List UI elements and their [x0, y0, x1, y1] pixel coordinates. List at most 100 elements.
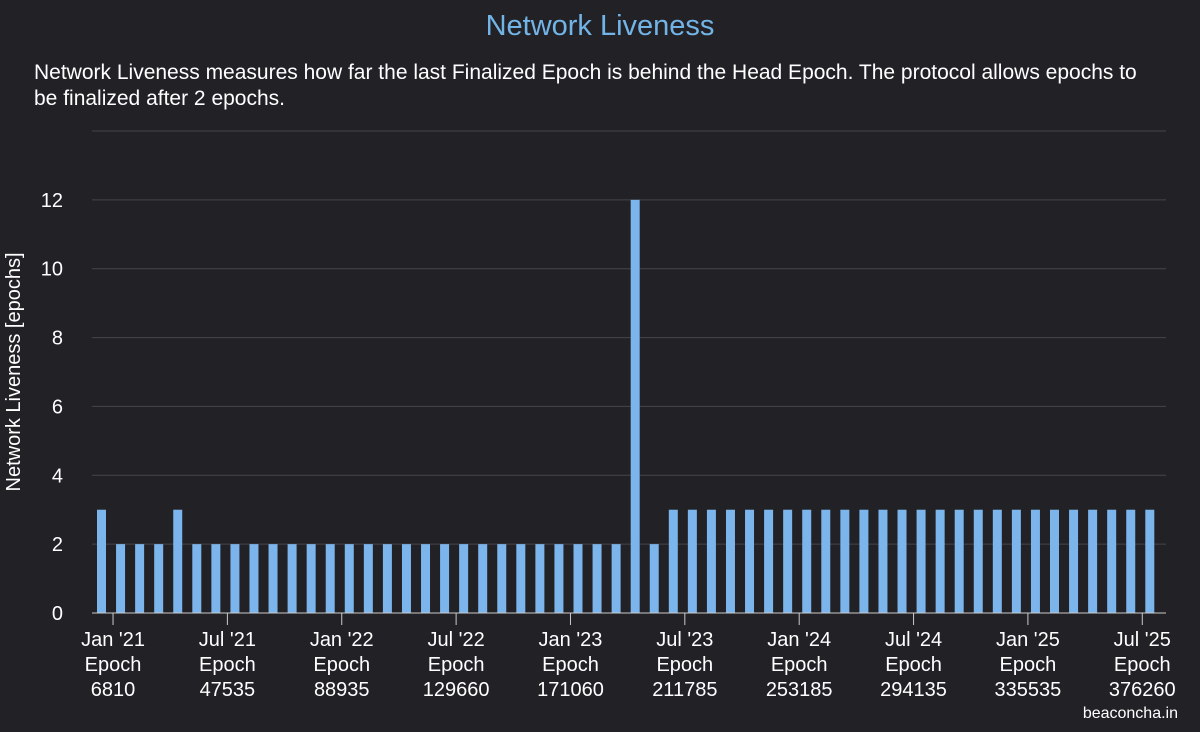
- bar: [401, 544, 411, 613]
- bar: [230, 544, 240, 613]
- bar: [1011, 509, 1021, 613]
- chart-title: Network Liveness: [485, 10, 715, 42]
- bar: [630, 199, 640, 613]
- bar: [135, 544, 145, 613]
- bar: [1030, 509, 1040, 613]
- bar: [344, 544, 354, 613]
- x-tick-label: Jan '25 Epoch 335535: [995, 629, 1062, 701]
- bar: [1145, 509, 1155, 613]
- bar: [154, 544, 164, 613]
- bar: [459, 544, 469, 613]
- x-tick-label-line: 129660: [423, 679, 490, 701]
- bar: [611, 544, 621, 613]
- x-tick-label-line: Jul '24: [885, 629, 942, 651]
- bar: [192, 544, 202, 613]
- bar: [764, 509, 774, 613]
- x-tick-label-line: Epoch: [428, 654, 485, 676]
- bar: [1088, 509, 1098, 613]
- x-tick-label-line: 335535: [995, 679, 1062, 701]
- bar: [954, 509, 964, 613]
- x-tick-label-line: 171060: [537, 679, 604, 701]
- bar: [421, 544, 431, 613]
- bar: [573, 544, 583, 613]
- x-tick-label: Jul '24 Epoch 294135: [880, 629, 947, 701]
- bar: [973, 509, 983, 613]
- grid-lines: [92, 130, 1166, 545]
- y-axis-ticks: 0 2 4 6 8 10 12: [41, 190, 63, 625]
- bar: [173, 509, 183, 613]
- x-tick-label-line: Epoch: [771, 654, 828, 676]
- bar: [97, 509, 106, 613]
- bar: [935, 509, 945, 613]
- bar: [516, 544, 526, 613]
- x-tick-label-line: Jan '24: [767, 629, 831, 651]
- bar-series: [97, 199, 1155, 613]
- y-tick-label: 12: [41, 190, 63, 212]
- x-tick-label-line: Epoch: [885, 654, 942, 676]
- bar: [497, 544, 507, 613]
- bar: [287, 544, 297, 613]
- x-tick-label: Jan '21 Epoch 6810: [81, 629, 145, 701]
- bar: [325, 544, 335, 613]
- x-tick-label-line: Epoch: [1000, 654, 1057, 676]
- bar: [745, 509, 755, 613]
- bar: [249, 544, 259, 613]
- bar: [649, 544, 659, 613]
- x-tick-label-line: Epoch: [542, 654, 599, 676]
- bar: [268, 544, 278, 613]
- bar: [440, 544, 450, 613]
- x-tick-label: Jan '22 Epoch 88935: [310, 629, 374, 701]
- y-tick-label: 8: [52, 328, 63, 350]
- bar: [554, 544, 564, 613]
- bar: [116, 544, 126, 613]
- y-tick-label: 10: [41, 259, 63, 281]
- bar: [992, 509, 1002, 613]
- x-tick-label-line: Jul '22: [428, 629, 485, 651]
- x-axis-ticks: Jan '21 Epoch 6810 Jul '21 Epoch 47535 Jan '22…: [81, 613, 1176, 701]
- x-tick-label: Jul '22 Epoch 129660: [423, 629, 490, 701]
- credit-link[interactable]: beaconcha.in: [1082, 705, 1178, 722]
- bar: [897, 509, 907, 613]
- x-tick-label-line: 6810: [91, 679, 136, 701]
- x-tick-label: Jul '21 Epoch 47535: [199, 629, 256, 701]
- x-tick-label-line: 47535: [200, 679, 256, 701]
- x-tick-label-line: Epoch: [313, 654, 370, 676]
- x-tick-label-line: Jan '21: [81, 629, 145, 651]
- x-tick-label-line: 88935: [314, 679, 370, 701]
- bar: [706, 509, 716, 613]
- bar: [1050, 509, 1059, 613]
- bar: [363, 544, 373, 613]
- x-tick-label-line: Jan '23: [539, 629, 603, 651]
- bar: [802, 509, 812, 613]
- x-tick-label-line: Jul '21: [199, 629, 256, 651]
- x-tick-label-line: Jul '25: [1114, 629, 1171, 651]
- x-tick-label: Jan '23 Epoch 171060: [537, 629, 604, 701]
- bar: [916, 509, 926, 613]
- bar: [306, 544, 316, 613]
- x-tick-label-line: Epoch: [1114, 654, 1171, 676]
- bar: [478, 544, 488, 613]
- bar: [1069, 509, 1079, 613]
- x-tick-label-line: 253185: [766, 679, 833, 701]
- bar: [725, 509, 735, 613]
- x-tick-label-line: Jan '22: [310, 629, 374, 651]
- y-tick-label: 4: [52, 465, 63, 487]
- x-tick-label-line: 211785: [652, 679, 717, 701]
- bar: [783, 509, 793, 613]
- x-tick-label: Jan '24 Epoch 253185: [766, 629, 833, 701]
- bar: [1107, 509, 1117, 613]
- y-axis-label: Network Liveness [epochs]: [3, 252, 25, 491]
- bar: [535, 544, 545, 613]
- bar: [821, 509, 831, 613]
- chart-subtitle: Network Liveness measures how far the la…: [34, 61, 1137, 110]
- x-tick-label-line: Epoch: [85, 654, 142, 676]
- x-tick-label-line: 294135: [880, 679, 947, 701]
- y-tick-label: 6: [52, 396, 63, 418]
- bar: [211, 544, 221, 613]
- x-tick-label-line: Epoch: [199, 654, 256, 676]
- x-tick-label-line: Jul '23: [656, 629, 713, 651]
- bar: [840, 509, 850, 613]
- bar: [1126, 509, 1136, 613]
- x-tick-label-line: Jan '25: [996, 629, 1060, 651]
